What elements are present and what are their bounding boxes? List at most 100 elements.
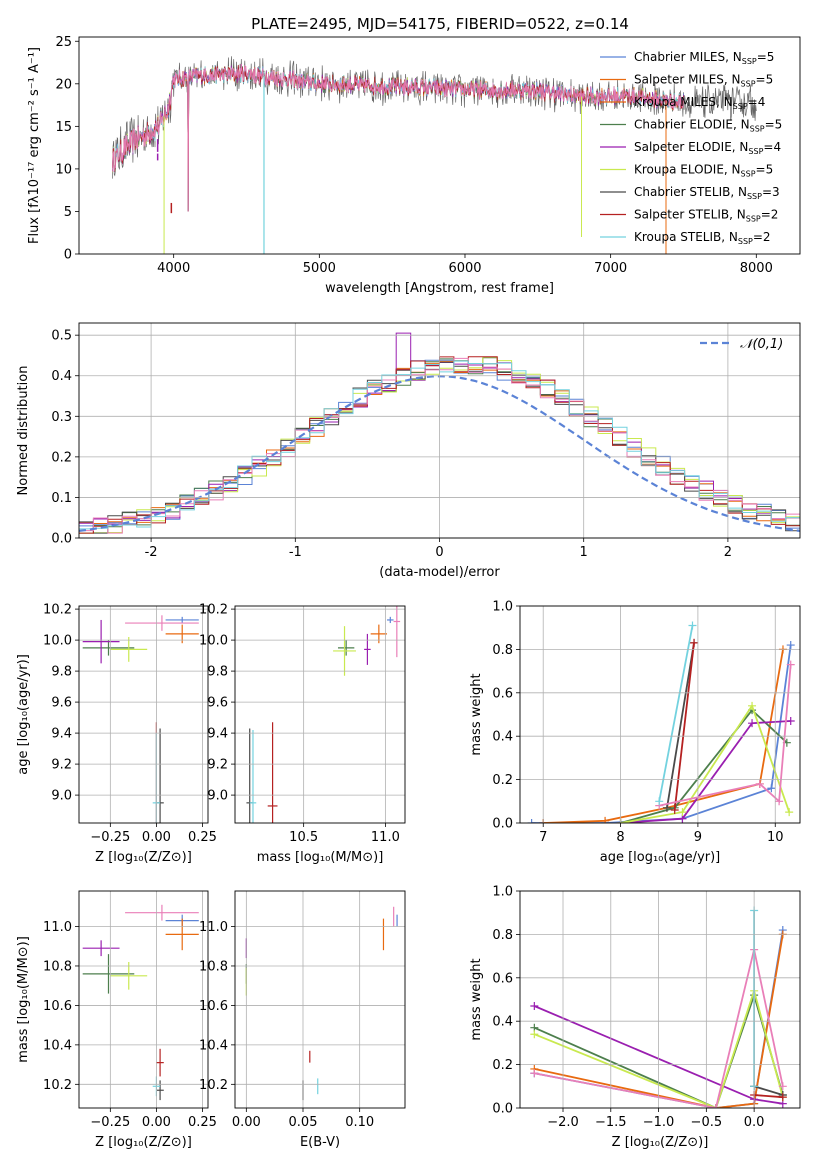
series-marker bbox=[670, 805, 679, 814]
tick-label-x: −0.25 bbox=[90, 830, 130, 845]
tick-label-x: 0.00 bbox=[142, 830, 171, 845]
spectrum-legend: Chabrier MILES, NSSP=5 Salpeter MILES, NS… bbox=[600, 50, 782, 246]
tick-label-y: 0.3 bbox=[51, 410, 72, 425]
legend-value: =4 bbox=[763, 140, 781, 154]
tick-label-y: 10.2 bbox=[199, 1078, 228, 1093]
legend-subscript: SSP bbox=[750, 125, 765, 134]
legend-entry: Salpeter STELIB, NSSP=2 bbox=[634, 208, 778, 224]
spectrum-model-line bbox=[112, 65, 684, 212]
tick-label-x: 0.00 bbox=[232, 1115, 261, 1130]
tick-label-y: 10.2 bbox=[199, 603, 228, 618]
panel-mass_vs_Z: −0.25 0.00 0.25 10.2 10.4 10.6 10.8 11.0 Z [log₁… bbox=[16, 890, 217, 1150]
legend-value: =4 bbox=[748, 95, 766, 109]
axes-frame bbox=[234, 605, 406, 824]
tick-label-y: 1.0 bbox=[492, 600, 513, 615]
plot-area-mass_vs_Z bbox=[82, 904, 199, 1101]
axis-label-y: Normed distribution bbox=[16, 366, 31, 496]
panel-age_vs_Z: −0.25 0.00 0.25 9.0 9.2 9.4 9.6 9.8 10.0 10.2 Z [l… bbox=[16, 603, 217, 865]
axes-frame bbox=[78, 322, 801, 539]
tick-label-y: 10.4 bbox=[199, 1038, 228, 1053]
series-marker bbox=[530, 1002, 539, 1011]
tick-label-x: 0.00 bbox=[142, 1115, 171, 1130]
tick-label-x: 11.0 bbox=[371, 830, 400, 845]
tick-label-y: 9.6 bbox=[51, 696, 72, 711]
legend-entry: Kroupa ELODIE, NSSP=5 bbox=[634, 163, 773, 179]
series-marker bbox=[778, 1082, 787, 1091]
tick-label-x: −2.0 bbox=[547, 1115, 579, 1130]
tick-label-y: 1.0 bbox=[492, 885, 513, 900]
series-marker bbox=[530, 1030, 539, 1039]
axis-label-x: (data-model)/error bbox=[379, 565, 500, 580]
panel-mass_vs_ebv: 0.00 0.05 0.10 10.2 10.4 10.6 10.8 11.0 E(B-V) bbox=[199, 890, 406, 1150]
tick-label-y: 5 bbox=[64, 205, 72, 220]
legend-entry: Chabrier ELODIE, NSSP=5 bbox=[634, 118, 782, 134]
tick-label-y: 0.4 bbox=[492, 730, 513, 745]
series-marker bbox=[601, 816, 610, 823]
axes-frame bbox=[78, 36, 801, 255]
spectrum-model-line bbox=[112, 64, 684, 212]
tick-label-y: 10.0 bbox=[43, 634, 72, 649]
series-marker bbox=[767, 784, 776, 793]
series-marker bbox=[662, 803, 671, 812]
axes-frame bbox=[519, 890, 801, 1109]
tick-label-y: 0.8 bbox=[492, 643, 513, 658]
series-marker bbox=[778, 1093, 787, 1102]
tick-label-x: 6000 bbox=[448, 261, 481, 276]
tick-label-y: 9.2 bbox=[207, 758, 228, 773]
series-line bbox=[531, 644, 792, 823]
tick-label-y: 0.6 bbox=[492, 686, 513, 701]
series-marker bbox=[785, 808, 794, 817]
tick-label-y: 25 bbox=[55, 35, 72, 50]
axis-label-x: Z [log₁₀(Z/Z⊙)] bbox=[95, 1135, 192, 1150]
panel-massweight_vs_Z: −2.0 −1.5 −1.0 −0.5 0.0 0.0 0.2 0.4 0.6 0.8 1.0 Z [… bbox=[469, 885, 801, 1150]
series-line bbox=[666, 642, 695, 808]
tick-label-y: 0.8 bbox=[492, 928, 513, 943]
legend-entry: 𝒩(0,1) bbox=[740, 337, 783, 352]
tick-label-y: 15 bbox=[55, 120, 72, 135]
legend-value: =5 bbox=[757, 50, 775, 64]
legend-entry: Salpeter MILES, NSSP=5 bbox=[634, 73, 773, 89]
series-marker bbox=[786, 641, 795, 650]
series-line bbox=[534, 949, 784, 1108]
tick-label-y: 10.2 bbox=[43, 1078, 72, 1093]
spectrum-model-line bbox=[112, 65, 684, 212]
series-line bbox=[658, 625, 694, 802]
tick-label-x: −0.25 bbox=[90, 1115, 130, 1130]
legend-subscript: SSP bbox=[741, 80, 756, 89]
legend-entry: Chabrier MILES, NSSP=5 bbox=[634, 50, 774, 66]
tick-label-y: 9.0 bbox=[207, 789, 228, 804]
axis-label-x: Z [log₁₀(Z/Z⊙)] bbox=[612, 1135, 709, 1150]
spectrum-model-line bbox=[112, 65, 684, 212]
legend-subscript: SSP bbox=[733, 102, 748, 111]
tick-label-x: 1 bbox=[580, 545, 588, 560]
tick-label-y: 11.0 bbox=[199, 920, 228, 935]
tick-label-y: 20 bbox=[55, 77, 72, 92]
tick-label-x: 4000 bbox=[157, 261, 190, 276]
legend-entry: Kroupa MILES, NSSP=4 bbox=[634, 95, 765, 111]
tick-label-y: 0.1 bbox=[51, 491, 72, 506]
series-marker bbox=[688, 621, 697, 630]
tick-label-y: 10.6 bbox=[199, 999, 228, 1014]
tick-label-y: 10.0 bbox=[199, 634, 228, 649]
tick-label-x: 0.25 bbox=[188, 830, 217, 845]
series-line bbox=[620, 720, 791, 823]
tick-label-y: 0.0 bbox=[51, 532, 72, 547]
tick-label-x: 0.25 bbox=[188, 1115, 217, 1130]
panel-massweight_vs_age: 7 8 9 10 0.0 0.2 0.4 0.6 0.8 1.0 age [log₁₀(age/yr… bbox=[469, 600, 801, 865]
tick-label-y: 0.0 bbox=[492, 817, 513, 832]
tick-label-x: 5000 bbox=[303, 261, 336, 276]
axis-label-x: wavelength [Angstrom, rest frame] bbox=[325, 281, 554, 296]
series-line bbox=[620, 703, 791, 823]
tick-label-x: -2 bbox=[145, 545, 158, 560]
tick-label-y: 9.0 bbox=[51, 789, 72, 804]
legend-subscript: SSP bbox=[741, 170, 756, 179]
series-marker bbox=[655, 797, 664, 806]
tick-label-y: 0.0 bbox=[492, 1102, 513, 1117]
tick-label-x: 10.5 bbox=[289, 830, 318, 845]
series-line bbox=[753, 1085, 784, 1096]
tick-label-y: 0.2 bbox=[492, 773, 513, 788]
legend-entry: Kroupa STELIB, NSSP=2 bbox=[634, 230, 771, 246]
legend-subscript: SSP bbox=[748, 147, 763, 156]
axis-label-x: age [log₁₀(age/yr)] bbox=[600, 850, 721, 865]
tick-label-y: 9.2 bbox=[51, 758, 72, 773]
